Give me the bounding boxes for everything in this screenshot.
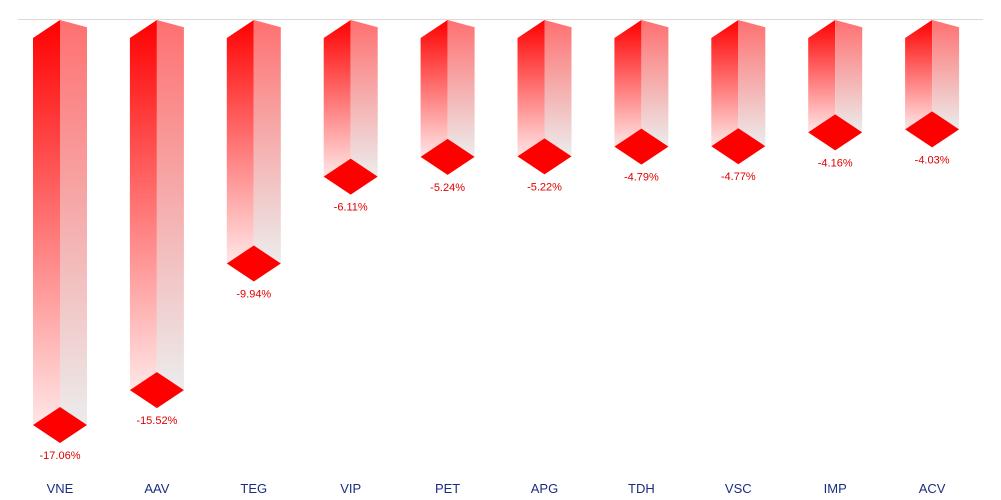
bar-side-face	[156, 20, 184, 391]
bar-side-face	[447, 20, 475, 157]
bar-end-cap	[226, 245, 281, 282]
bar-side-face	[350, 20, 378, 177]
category-label: VIP	[340, 481, 361, 496]
bar-front-face	[614, 20, 642, 147]
category-label: PET	[435, 481, 460, 496]
bar-side-face	[253, 20, 281, 264]
category-label: TEG	[240, 481, 267, 496]
bar-front-face	[517, 20, 545, 157]
bar-end-cap	[420, 138, 475, 175]
bar-front-face	[129, 20, 157, 391]
bar-front-face	[323, 20, 351, 177]
value-label: -9.94%	[236, 288, 271, 300]
value-label: -4.79%	[624, 172, 659, 184]
bar-end-cap	[808, 114, 863, 151]
bar-front-face	[420, 20, 448, 157]
bar-end-cap	[711, 128, 766, 165]
value-label: -4.16%	[818, 157, 853, 169]
value-label: -4.77%	[721, 171, 756, 183]
bar	[711, 20, 766, 165]
bar	[808, 20, 863, 151]
value-label: -17.06%	[40, 450, 81, 462]
value-label: -6.11%	[334, 202, 368, 214]
bar	[517, 20, 572, 175]
value-label: -15.52%	[136, 415, 177, 427]
bar	[226, 20, 281, 282]
category-label: AAV	[144, 481, 169, 496]
bar-side-face	[544, 20, 572, 157]
bar	[129, 20, 184, 409]
category-label: APG	[531, 481, 558, 496]
bars-group: -17.06% VNE -15.52% AAV -9.94% TEG -6.11% VIP -5…	[33, 20, 960, 496]
bar-front-face	[808, 20, 836, 133]
bar-front-face	[711, 20, 739, 147]
bar-side-face	[738, 20, 766, 147]
bar	[614, 20, 669, 165]
bar-front-face	[33, 20, 60, 425]
value-label: -4.03%	[915, 154, 950, 166]
category-label: VNE	[47, 481, 74, 496]
bar-end-cap	[517, 138, 572, 175]
value-label: -5.22%	[527, 181, 562, 193]
bar-end-cap	[905, 111, 960, 148]
value-label: -5.24%	[430, 182, 465, 194]
bar-front-face	[905, 20, 933, 130]
bar	[33, 20, 87, 443]
bar-side-face	[641, 20, 669, 147]
bar-side-face	[835, 20, 863, 133]
bar-front-face	[226, 20, 254, 264]
bar-side-face	[60, 20, 87, 425]
category-label: TDH	[628, 481, 655, 496]
bar-end-cap	[614, 128, 669, 165]
bar	[323, 20, 378, 195]
category-label: IMP	[824, 481, 847, 496]
bar-side-face	[932, 20, 960, 130]
category-label: VSC	[725, 481, 752, 496]
bar	[905, 20, 960, 148]
bar-end-cap	[33, 407, 87, 443]
category-label: ACV	[919, 481, 946, 496]
bar	[420, 20, 475, 175]
bar-end-cap	[323, 158, 378, 195]
bar-end-cap	[129, 372, 184, 409]
